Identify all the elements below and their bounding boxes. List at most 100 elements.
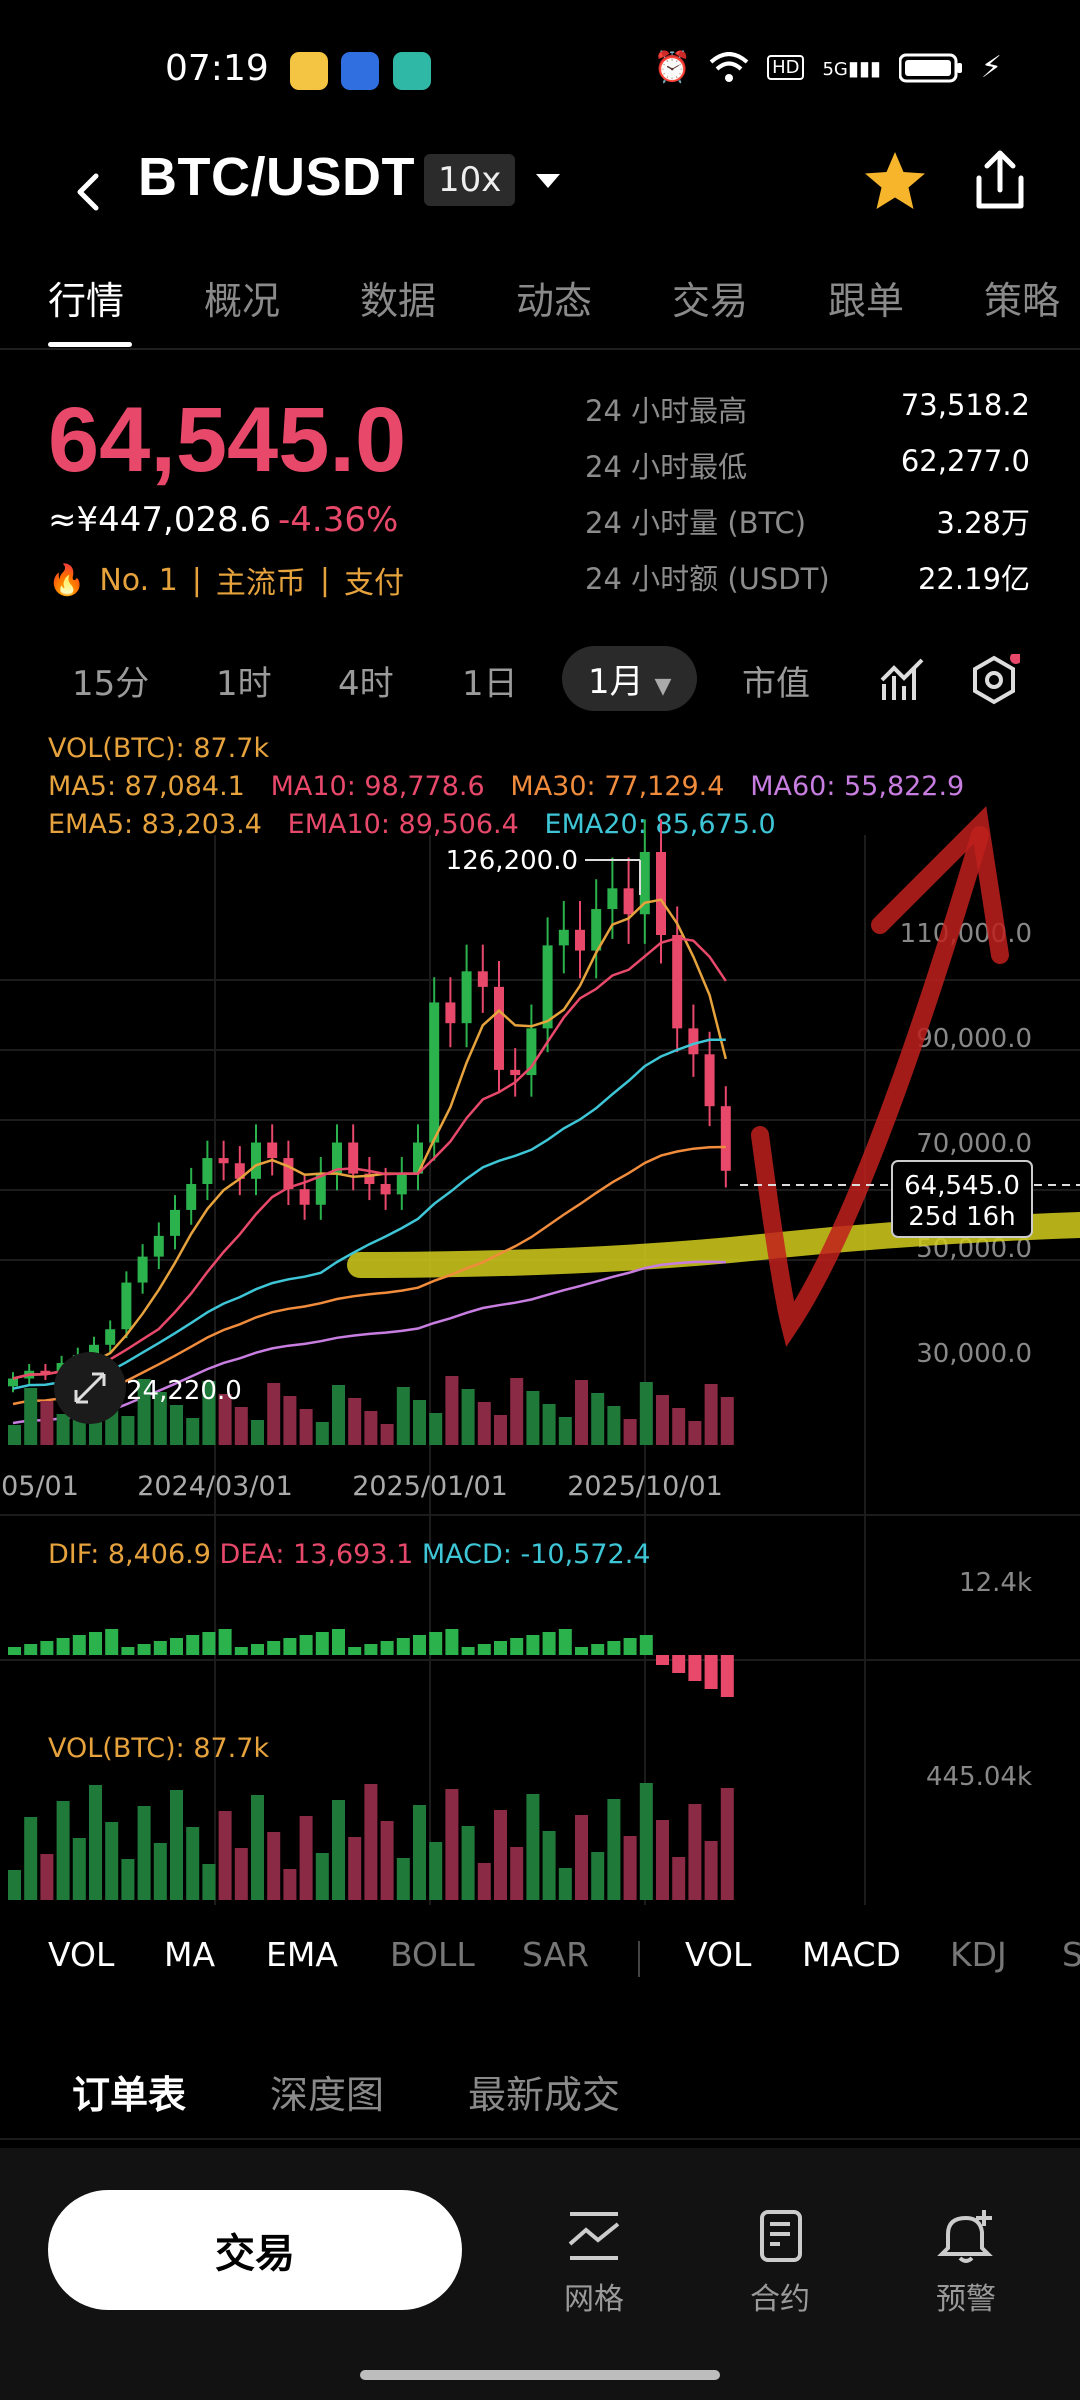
tab-trade[interactable]: 交易 <box>672 279 749 323</box>
trade-button[interactable]: 交易 <box>48 2190 462 2310</box>
tab-data[interactable]: 数据 <box>360 279 437 323</box>
home-indicator <box>360 2370 720 2380</box>
stat-row: 24 小时量 (BTC) 3.28万 <box>585 500 1030 556</box>
kline-chart[interactable]: VOL(BTC): 87.7k MA5: 87,084.1 MA10: 98,7… <box>0 725 1080 1905</box>
wifi-icon <box>709 51 749 82</box>
candle <box>720 1106 731 1171</box>
tab-trades[interactable]: 最新成交 <box>468 2073 621 2117</box>
tab-overview[interactable]: 概况 <box>204 279 281 323</box>
chevron-down-icon[interactable] <box>528 162 568 202</box>
ema-legend: EMA5: 83,203.4 EMA10: 89,506.4 EMA20: 85… <box>48 809 776 840</box>
timeframe-4h[interactable]: 4时 <box>338 664 394 704</box>
timeframe-1h[interactable]: 1时 <box>216 664 272 704</box>
high-label: 126,200.0 <box>446 846 578 876</box>
ind-ema[interactable]: EMA <box>266 1935 338 1974</box>
macd-bar <box>137 1644 151 1655</box>
indicator-tabs: VOL MA EMA BOLL SAR VOL MACD KDJ S <box>0 1925 1080 1995</box>
volume-bar <box>396 1858 410 1900</box>
kline-svg: 110,000.0 90,000.0 70,000.0 50,000.0 30,… <box>0 806 1080 1905</box>
volume-bar <box>477 1863 491 1900</box>
macd-bar <box>542 1632 556 1655</box>
volume-bar <box>380 1821 394 1900</box>
macd-bar <box>89 1632 102 1655</box>
volume-bar <box>234 1407 248 1445</box>
grid-label: 网格 <box>564 2282 624 2317</box>
alert-button[interactable]: 预警 <box>906 2208 1026 2318</box>
tab-feed[interactable]: 动态 <box>516 279 593 323</box>
ind-vol[interactable]: VOL <box>48 1935 115 1974</box>
candle <box>526 1028 537 1076</box>
volume-bar <box>267 1383 281 1445</box>
ind-more[interactable]: S <box>1062 1935 1080 1974</box>
cny-price: ≈¥447,028.6 <box>48 500 272 540</box>
category-tag[interactable]: 支付 <box>344 566 405 601</box>
category-tag[interactable]: 主流币 <box>215 566 306 601</box>
x-tick: 05/01 <box>1 1471 79 1502</box>
candle <box>558 929 569 946</box>
macd-bar <box>623 1638 637 1655</box>
volume-bar <box>170 1405 183 1445</box>
volume-bar <box>558 1868 572 1900</box>
stat-row: 24 小时最低 62,277.0 <box>585 444 1030 500</box>
macd-bar <box>105 1629 119 1655</box>
timeframe-bar: 15分 1时 4时 1日 1月 ▼ 市值 <box>0 640 1080 720</box>
market-cap-tab[interactable]: 市值 <box>742 664 810 704</box>
timeframe-15m[interactable]: 15分 <box>72 664 150 704</box>
macd-bar <box>477 1644 491 1655</box>
stat-value: 62,277.0 <box>900 444 1030 478</box>
volume-bar <box>429 1842 443 1900</box>
tab-orderbook[interactable]: 订单表 <box>72 2073 187 2117</box>
share-icon[interactable] <box>965 146 1035 216</box>
timeframe-1m[interactable]: 1月 ▼ <box>562 646 698 711</box>
ticker-panel: 64,545.0 ≈¥447,028.6 -4.36% 🔥 No. 1 | 主流… <box>0 370 1080 610</box>
change-percent: -4.36% <box>278 500 399 540</box>
notification-app-icon <box>393 52 431 90</box>
volume-bar <box>315 1853 329 1900</box>
volume-bar <box>704 1384 718 1445</box>
ind-macd[interactable]: MACD <box>802 1935 901 1974</box>
ma5-value: MA5: 87,084.1 <box>48 771 245 802</box>
ind-kdj[interactable]: KDJ <box>950 1935 1007 1974</box>
pair-title[interactable]: BTC/USDT <box>138 147 415 207</box>
volume-bar <box>121 1859 135 1900</box>
candle <box>445 1002 456 1024</box>
volume-bar <box>477 1402 491 1445</box>
candle <box>575 929 585 951</box>
candle <box>461 971 472 1024</box>
tab-strategy[interactable]: 策略 <box>984 279 1061 323</box>
star-icon[interactable] <box>860 146 930 216</box>
contract-button[interactable]: 合约 <box>720 2208 840 2318</box>
ma30-value: MA30: 77,129.4 <box>510 771 725 802</box>
volume-bar <box>170 1790 183 1900</box>
ind-sar[interactable]: SAR <box>522 1935 590 1974</box>
current-price-tag[interactable]: 64,545.0 25d 16h <box>891 1160 1033 1238</box>
x-tick: 2024/03/01 <box>137 1471 293 1502</box>
tab-market[interactable]: 行情 <box>48 279 125 323</box>
macd-bar <box>121 1647 135 1655</box>
candle <box>251 1142 261 1179</box>
ind-ma[interactable]: MA <box>164 1935 216 1974</box>
rank-tag[interactable]: No. 1 <box>99 562 178 598</box>
chart-settings-icon[interactable] <box>968 654 1020 706</box>
tab-copy[interactable]: 跟单 <box>828 279 905 323</box>
expand-icon[interactable] <box>74 1372 106 1404</box>
indicator-settings-icon[interactable] <box>878 654 930 706</box>
ind-boll[interactable]: BOLL <box>390 1935 475 1974</box>
volume-bar <box>720 1397 734 1445</box>
grid-button[interactable]: 网格 <box>534 2208 654 2318</box>
volume-bars <box>8 1376 734 1445</box>
ind-vol-sub[interactable]: VOL <box>685 1935 752 1974</box>
candle <box>510 1069 521 1076</box>
volume-bar <box>40 1854 54 1900</box>
tab-depth[interactable]: 深度图 <box>270 2073 385 2117</box>
back-icon[interactable] <box>60 162 120 222</box>
volume-bar <box>720 1788 734 1900</box>
volume-bar <box>639 1783 653 1900</box>
macd-bar <box>575 1647 588 1655</box>
leverage-badge[interactable]: 10x <box>424 154 516 206</box>
volume-bar <box>461 1826 475 1900</box>
bottom-bar: 交易 网格 合约 预警 <box>0 2148 1080 2400</box>
timeframe-1d[interactable]: 1日 <box>462 664 518 704</box>
macd-legend: DIF: 8,406.9 DEA: 13,693.1 MACD: -10,572… <box>48 1539 650 1570</box>
grid <box>0 835 1080 1905</box>
